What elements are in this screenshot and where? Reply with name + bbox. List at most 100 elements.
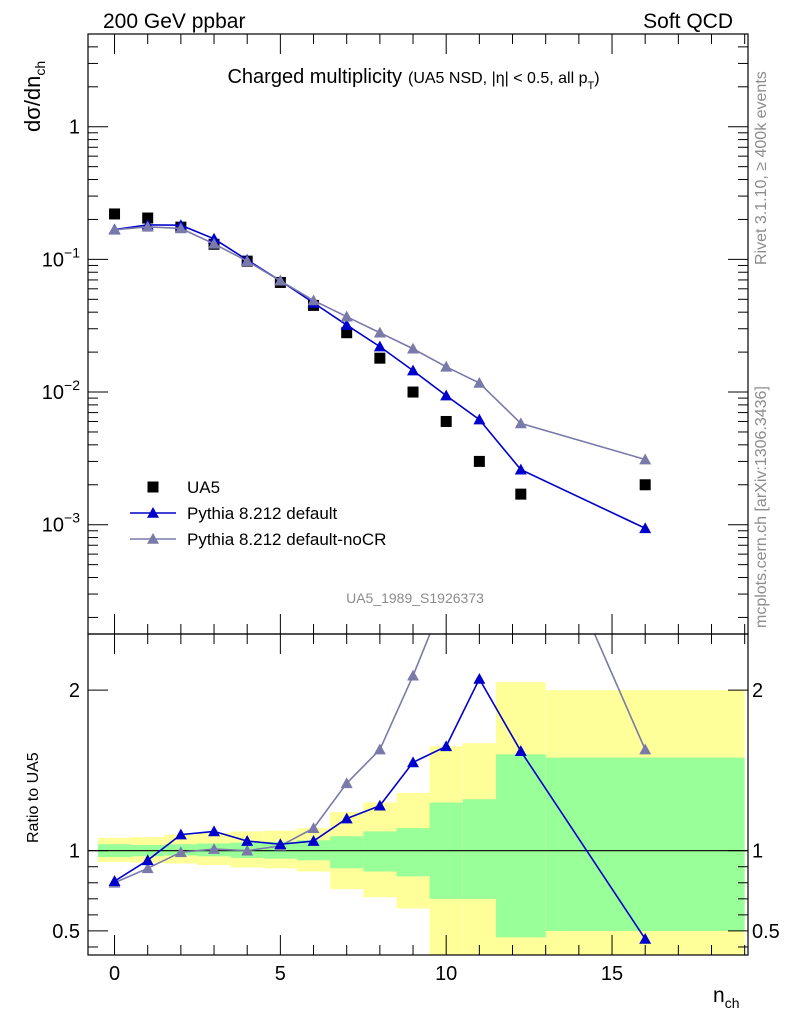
series-line [114, 224, 646, 529]
x-axis-label: nch [713, 984, 739, 1011]
data-point [473, 376, 486, 388]
x-axis-label-sub: ch [725, 995, 740, 1011]
data-point [440, 415, 452, 427]
data-point [514, 463, 527, 475]
legend-marker [147, 481, 159, 493]
main-panel: 110−110−210−3 Charged multiplicity (UA5 … [20, 33, 749, 635]
legend: UA5 Pythia 8.212 default Pythia 8.212 defa… [130, 478, 386, 549]
data-point [514, 417, 527, 429]
subtitle-end: ) [594, 70, 599, 87]
main-y-tick-label: 10−2 [42, 377, 80, 404]
stat-uncertainty-band [330, 836, 364, 869]
ratio-y-tick-label-right: 0.5 [752, 921, 780, 943]
ratio-data-point [141, 862, 154, 874]
data-point [373, 340, 386, 352]
ratio-y-tick-label-left: 2 [69, 680, 80, 702]
header-right-label: Soft QCD [643, 10, 733, 33]
x-axis-label-text: n [713, 984, 725, 1007]
data-point [142, 212, 154, 224]
stat-uncertainty-band [495, 754, 546, 938]
data-point [639, 453, 652, 465]
data-point [407, 364, 420, 376]
data-point [108, 223, 121, 235]
x-tick-label: 5 [275, 963, 286, 985]
data-point [515, 488, 527, 500]
data-point [340, 310, 353, 322]
ratio-data-point [639, 743, 652, 755]
y-axis-label-sub: ch [32, 61, 48, 76]
ratio-series-line [114, 677, 646, 940]
ratio-axes: 0 5 10 15 0.5 0.5 1 1 2 2 [52, 634, 780, 985]
ratio-data-point [307, 835, 320, 846]
data-point [241, 255, 254, 266]
data-point [208, 237, 221, 249]
ratio-data-point [174, 846, 187, 858]
y-tick-exponent: −1 [64, 244, 80, 260]
ratio-data-point [174, 828, 187, 840]
ratio-y-tick-label-right: 1 [752, 841, 763, 863]
ratio-plot-area [88, 634, 748, 955]
subtitle-text: (UA5 NSD, |η| < 0.5, all p [408, 70, 588, 87]
data-point [440, 389, 453, 401]
subtitle-sub: T [588, 80, 595, 92]
legend-marker [147, 533, 159, 544]
series-pythia-8-212-default-nocr [108, 220, 652, 465]
data-point [407, 342, 420, 354]
header-left-label: 200 GeV ppbar [103, 10, 245, 33]
stat-uncertainty-band [363, 831, 397, 872]
ratio-data-point [514, 745, 527, 756]
legend-marker [147, 507, 159, 518]
ratio-y-tick-label-right: 2 [752, 680, 763, 702]
ratio-data-point [241, 844, 254, 856]
data-point [174, 222, 187, 234]
ratio-data-point [340, 777, 353, 789]
data-point [274, 274, 287, 286]
ratio-data-point [108, 875, 121, 886]
rivet-version-label: Rivet 3.1.10, ≥ 400k events [753, 71, 770, 265]
ratio-data-point [407, 669, 420, 681]
y-tick-base: 1 [69, 117, 80, 139]
y-tick-base: 10 [42, 382, 64, 404]
y-tick-base: 10 [42, 515, 64, 537]
ratio-panel-frame [87, 633, 749, 956]
y-axis-label-text: dσ/dn [20, 76, 45, 132]
main-y-axis-label: dσ/dnch [20, 61, 48, 132]
stat-uncertainty-band [462, 799, 496, 899]
ratio-data-point [340, 812, 353, 824]
data-point [407, 386, 419, 398]
ratio-y-axis-label: Ratio to UA5 [25, 752, 42, 843]
ratio-data-point [473, 672, 486, 684]
ratio-data-point [440, 740, 453, 752]
data-point [639, 522, 652, 534]
ratio-data-point [639, 932, 652, 944]
ratio-data-point [307, 822, 320, 834]
data-point [141, 220, 154, 232]
series-line [114, 226, 646, 461]
stat-uncertainty-band [545, 757, 745, 931]
ratio-y-tick-label-left: 1 [69, 841, 80, 863]
legend-label: Pythia 8.212 default [187, 504, 338, 523]
ratio-data-point [274, 838, 287, 850]
y-tick-exponent: −3 [64, 510, 80, 526]
data-point [109, 208, 121, 220]
data-point [373, 326, 386, 338]
main-title: Charged multiplicity [227, 66, 402, 88]
y-tick-exponent: −2 [64, 377, 80, 393]
ratio-data-point [373, 799, 386, 811]
data-point [341, 327, 353, 339]
ratio-data-point [208, 843, 221, 854]
ratio-y-tick-label-left: 0.5 [52, 921, 80, 943]
data-point [374, 352, 386, 364]
data-point [473, 413, 486, 425]
mcplots-source-label: mcplots.cern.ch [arXiv:1306.3436] [753, 386, 770, 628]
data-point [639, 479, 651, 491]
x-tick-label: 15 [601, 963, 623, 985]
ratio-data-point [141, 854, 154, 866]
stat-uncertainty-band [396, 828, 430, 877]
x-tick-label: 0 [109, 963, 120, 985]
main-y-tick-label: 10−3 [42, 510, 80, 537]
ratio-data-point [407, 756, 420, 768]
ratio-series-line [114, 634, 646, 884]
ratio-data-point [208, 825, 221, 837]
